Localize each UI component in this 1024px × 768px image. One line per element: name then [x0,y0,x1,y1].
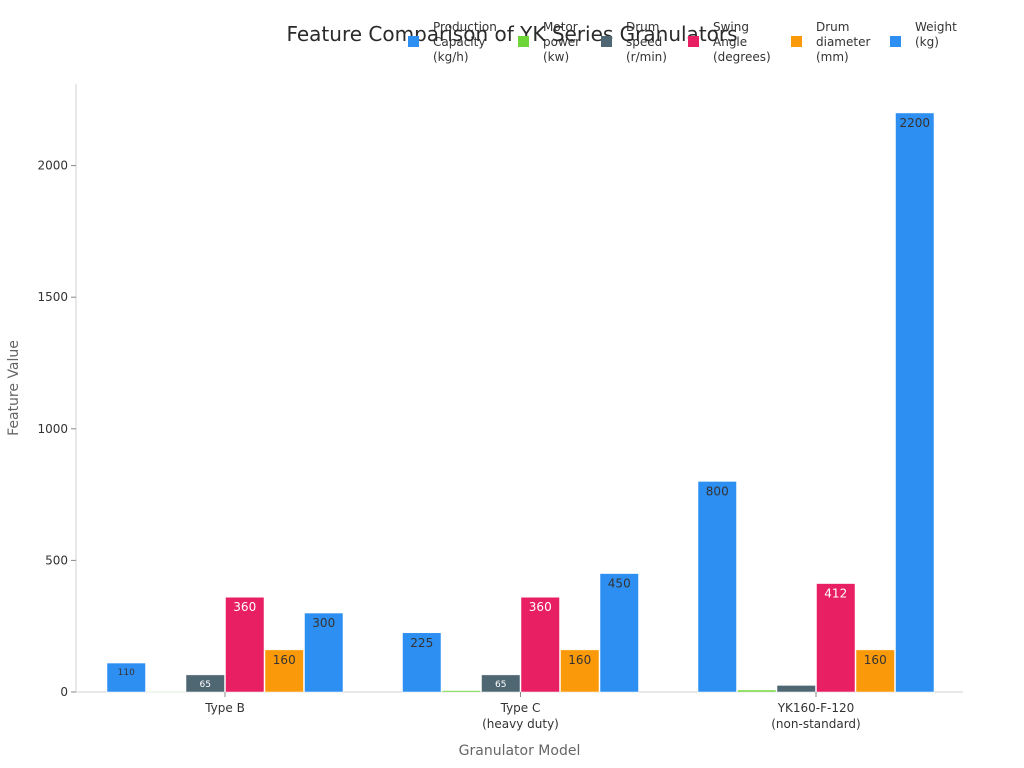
legend-item[interactable]: Motor power (kw) [518,20,580,65]
legend-swatch [518,36,529,47]
data-label: 160 [273,653,296,667]
legend-item[interactable]: Drum diameter (mm) [791,20,870,65]
bar [737,689,777,693]
legend-swatch [601,36,612,47]
bar [441,690,481,693]
bar [855,649,895,693]
data-label: 110 [118,668,135,678]
bar [402,632,442,693]
data-label: 360 [233,600,256,614]
legend-label: Drum diameter (mm) [816,20,871,64]
bar [481,674,521,693]
x-tick-label: YK160-F-120 [777,701,855,715]
bar [599,573,639,693]
x-axis-title: Granulator Model [459,743,581,759]
legend-label: Motor power (kw) [543,20,581,64]
data-label: 160 [568,653,591,667]
bar [185,674,225,693]
data-label: 360 [529,600,552,614]
legend-label: Production Capacity (kg/h) [433,20,497,64]
x-tick-label: Type C [500,701,541,715]
bar [776,685,816,693]
legend-swatch [890,36,901,47]
chart-title: Feature Comparison of YK Series Granulat… [286,22,738,46]
y-tick-label: 1500 [37,290,68,304]
bar [895,112,935,693]
bar [816,583,856,693]
y-axis-title: Feature Value [6,340,22,436]
legend-item[interactable]: Production Capacity (kg/h) [408,20,497,65]
bar [225,596,265,693]
y-tick-label: 0 [60,685,68,699]
data-label: 225 [410,636,433,650]
data-label: 450 [608,577,631,591]
data-label: 2200 [899,116,930,130]
bar [106,662,146,693]
x-tick-label: (non-standard) [771,717,860,731]
legend-label: Weight (kg) [915,20,957,49]
y-tick-label: 500 [45,553,68,567]
legend-item[interactable]: Weight (kg) [890,20,957,50]
bar [264,649,304,693]
data-label: 160 [864,653,887,667]
y-tick-label: 2000 [37,159,68,173]
legend-swatch [408,36,419,47]
data-label: 300 [312,616,335,630]
bar [560,649,600,693]
legend-label: Drum speed (r/min) [626,20,667,64]
bar [520,596,560,693]
legend-item[interactable]: Drum speed (r/min) [601,20,667,65]
x-tick-label: Type B [204,701,245,715]
legend-swatch [791,36,802,47]
legend-swatch [688,36,699,47]
legend-label: Swing Angle (degrees) [713,20,771,64]
data-label: 65 [495,680,506,690]
bar [697,481,737,693]
data-label: 65 [200,680,211,690]
bar [146,691,186,693]
legend-item[interactable]: Swing Angle (degrees) [688,20,771,65]
data-label: 412 [824,587,847,601]
data-label: 800 [706,484,729,498]
bar [304,612,344,693]
y-tick-label: 1000 [37,422,68,436]
x-tick-label: (heavy duty) [482,717,559,731]
